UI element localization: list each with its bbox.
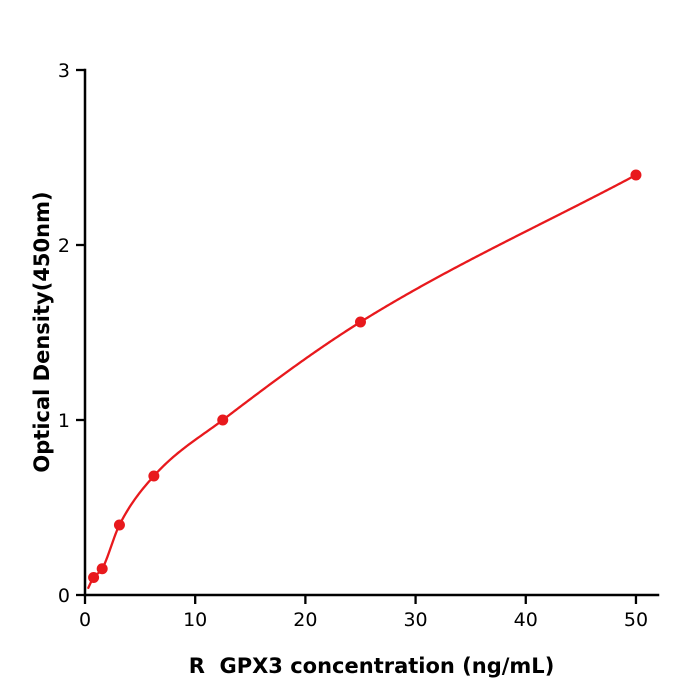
x-axis-title: R GPX3 concentration (ng/mL) <box>188 654 555 678</box>
y-tick-label: 2 <box>58 235 70 257</box>
data-point <box>96 563 108 575</box>
x-tick-label: 10 <box>183 609 207 631</box>
x-tick-label: 40 <box>514 609 538 631</box>
fit-curve <box>87 173 638 590</box>
data-point <box>148 470 160 482</box>
data-point <box>88 572 100 583</box>
x-tick-label: 50 <box>624 609 648 631</box>
data-point <box>113 519 125 531</box>
x-tick-label: 0 <box>79 609 91 631</box>
data-point <box>217 414 229 426</box>
y-tick-label: 1 <box>58 410 70 432</box>
data-point <box>354 316 366 328</box>
data-point <box>630 169 642 181</box>
y-tick-label: 0 <box>58 585 70 607</box>
x-tick-label: 30 <box>403 609 427 631</box>
y-tick-label: 3 <box>58 60 70 82</box>
x-tick-label: 20 <box>293 609 317 631</box>
